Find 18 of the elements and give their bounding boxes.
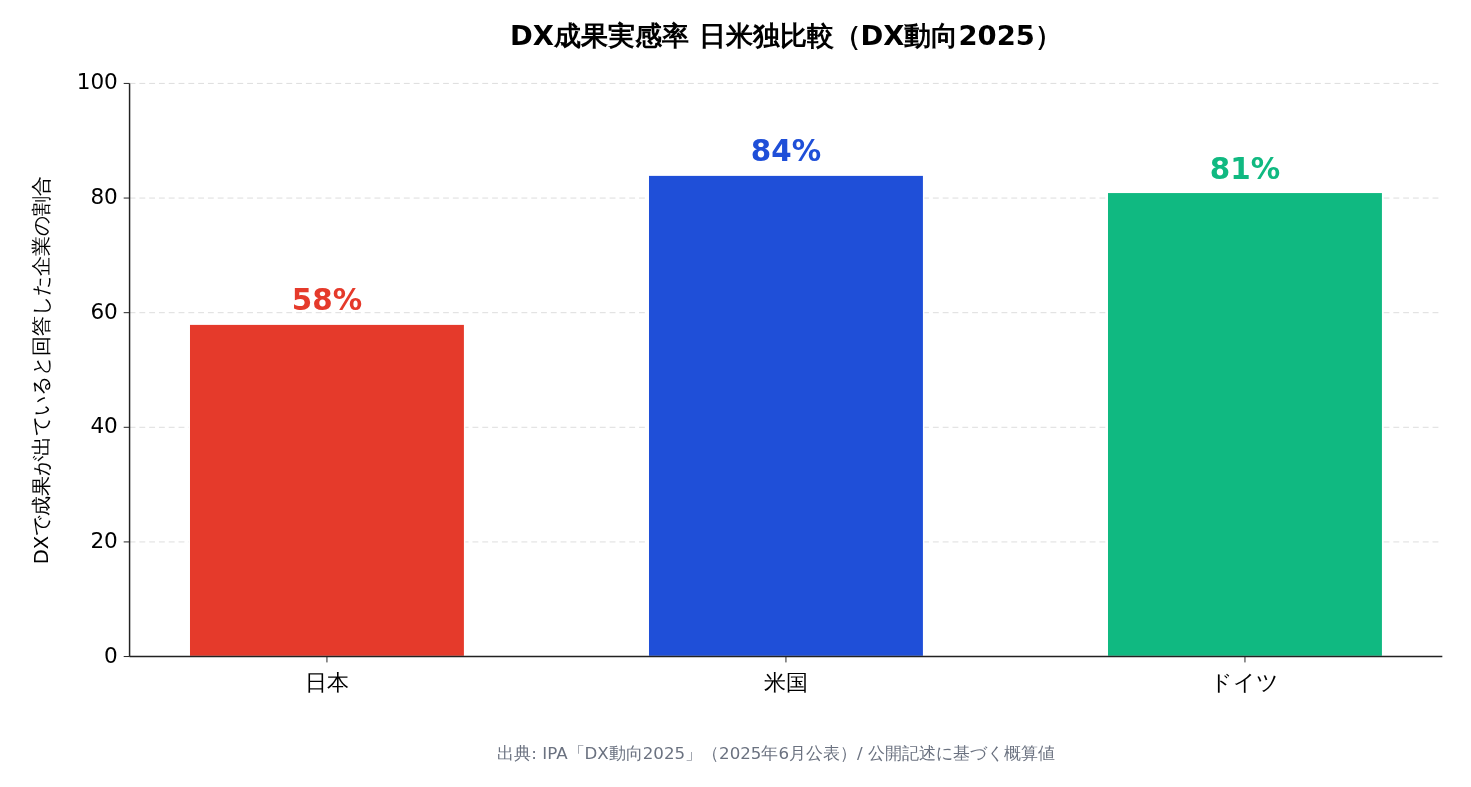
y-tick-label: 60 xyxy=(90,298,118,324)
y-axis-title: DXで成果が出ていると回答した企業の割合 xyxy=(29,175,53,565)
y-tick-label: 100 xyxy=(76,69,118,95)
bar xyxy=(647,174,925,658)
y-tick-label: 20 xyxy=(90,527,118,553)
x-tick-label: ドイツ xyxy=(1210,669,1280,695)
bar xyxy=(188,323,466,658)
y-tick-label: 0 xyxy=(104,642,118,668)
source-note: 出典: IPA「DX動向2025」（2025年6月公表）/ 公開記述に基づく概算値 xyxy=(497,744,1055,764)
bar xyxy=(1106,191,1384,658)
data-label: 58% xyxy=(291,283,363,318)
y-tick-label: 40 xyxy=(90,413,118,439)
x-tick-label: 日本 xyxy=(304,669,349,695)
chart-title: DX成果実感率 日米独比較（DX動向2025） xyxy=(510,19,1062,51)
y-tick-label: 80 xyxy=(90,184,118,210)
data-label: 81% xyxy=(1209,151,1281,186)
data-label: 84% xyxy=(750,134,822,169)
x-tick-label: 米国 xyxy=(763,669,808,695)
